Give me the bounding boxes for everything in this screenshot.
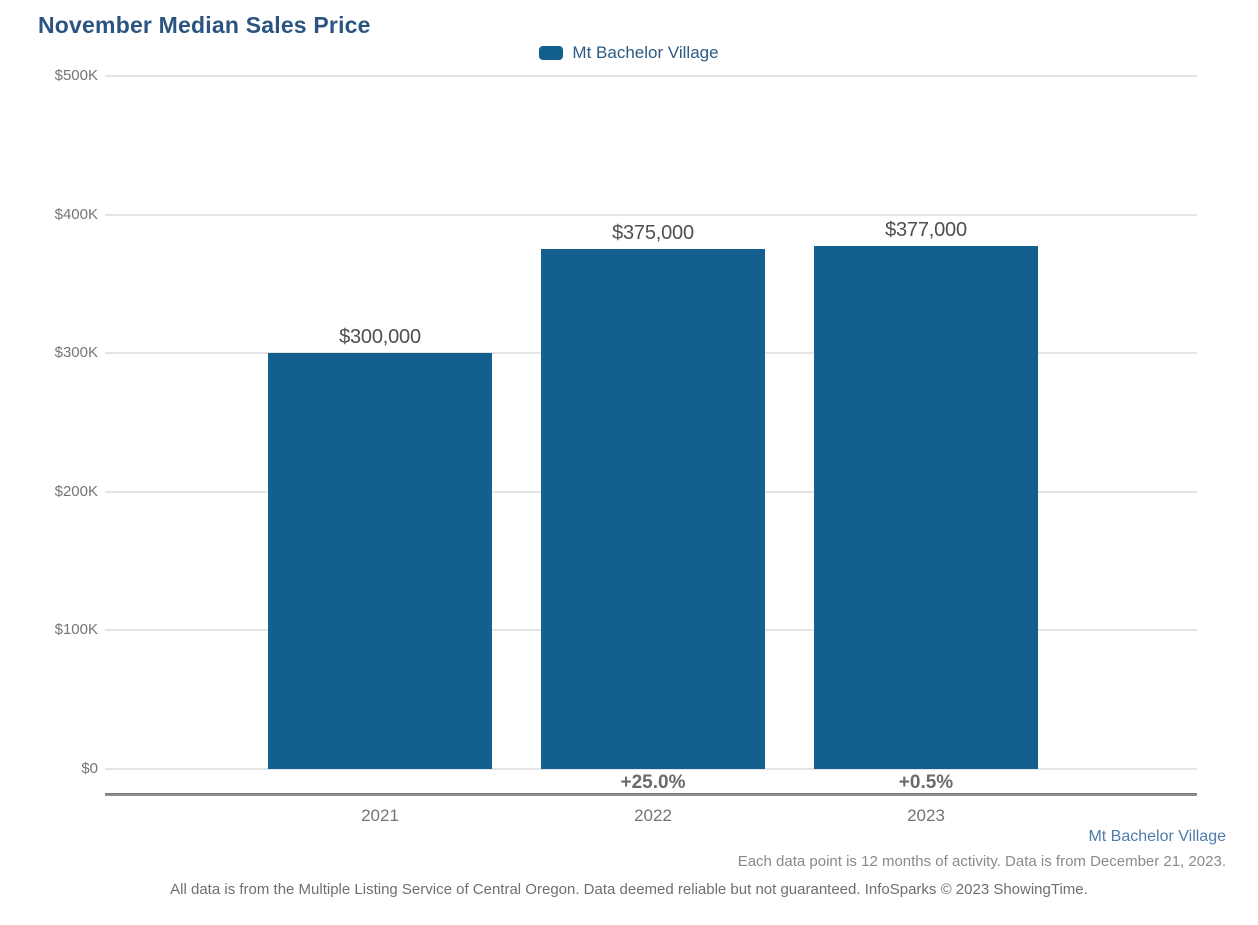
bar-2022[interactable] — [541, 249, 765, 769]
footer-series-name: Mt Bachelor Village — [1088, 828, 1226, 845]
change-label-2022: +25.0% — [620, 772, 686, 793]
y-axis-tick-label: $300K — [54, 344, 98, 362]
bar-2023[interactable] — [814, 246, 1038, 769]
chart-title: November Median Sales Price — [38, 12, 371, 38]
footer-disclaimer: All data is from the Multiple Listing Se… — [170, 881, 1088, 898]
bar-2021[interactable] — [268, 353, 492, 769]
x-axis-tick-label-2022: 2022 — [634, 806, 672, 825]
bar-value-label-2022: $375,000 — [612, 222, 694, 245]
legend: Mt Bachelor Village — [0, 43, 1258, 63]
x-axis-tick-label-2021: 2021 — [361, 806, 399, 825]
bar-value-label-2021: $300,000 — [339, 326, 421, 349]
y-axis-tick-label: $500K — [54, 67, 98, 84]
footer-data-note: Each data point is 12 months of activity… — [737, 853, 1226, 870]
change-label-2023: +0.5% — [898, 772, 954, 793]
gridline-$0 — [105, 768, 1197, 770]
x-axis-tick-label-2023: 2023 — [907, 806, 945, 825]
x-axis-line — [105, 793, 1197, 796]
legend-swatch-icon — [539, 46, 564, 60]
bar-value-label-2023: $377,000 — [885, 219, 967, 242]
y-axis-tick-label: $400K — [54, 205, 98, 223]
gridline-$500K — [105, 75, 1197, 77]
y-axis-tick-label: $0 — [81, 760, 98, 777]
gridline-$400K — [105, 213, 1197, 216]
y-axis-tick-label: $200K — [54, 482, 98, 500]
legend-item-mt-bachelor-village[interactable]: Mt Bachelor Village — [572, 43, 719, 62]
y-axis-tick-label: $100K — [54, 621, 98, 639]
